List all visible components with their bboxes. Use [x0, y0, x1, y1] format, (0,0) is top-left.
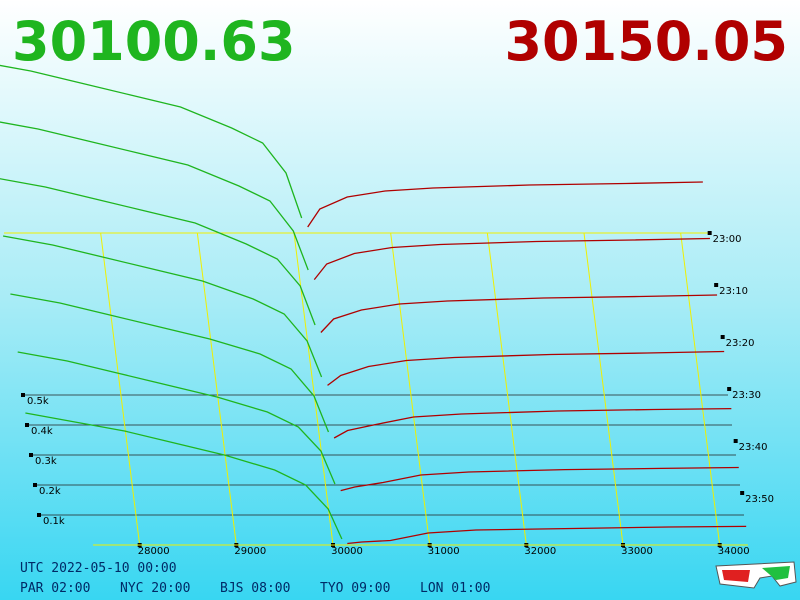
bid-price: 30100.63 [12, 10, 296, 73]
bid-depth-line [2, 235, 323, 378]
par-time: PAR 02:00 [20, 581, 90, 596]
bid-depth-line [0, 178, 316, 326]
ask-depth-line [313, 237, 710, 281]
price-tick-label: 28000 [138, 546, 170, 557]
ask-depth-line [320, 294, 718, 333]
depth-tick [25, 423, 29, 427]
depth-tick-label: 0.2k [39, 486, 61, 497]
time-tick [720, 335, 725, 339]
price-grid-line [680, 232, 721, 546]
utc-time: UTC 2022-05-10 00:00 [20, 561, 177, 576]
depth-tick-label: 0.5k [27, 396, 49, 407]
depth-tick-label: 0.3k [35, 456, 57, 467]
time-tick-label: 23:10 [719, 286, 748, 297]
ask-price: 30150.05 [504, 10, 788, 73]
time-tick-label: 23:30 [732, 390, 761, 401]
price-grid-line [293, 232, 334, 546]
depth-tick-label: 0.4k [31, 426, 53, 437]
price-tick-label: 33000 [621, 546, 653, 557]
ask-depth-line [327, 350, 725, 386]
time-tick [740, 491, 745, 495]
ask-depth-line [347, 525, 747, 545]
time-tick [707, 231, 712, 235]
ask-depth-line [333, 407, 732, 439]
price-grid-line [390, 232, 431, 546]
depth-tick-label: 0.1k [43, 516, 65, 527]
time-tick [733, 439, 738, 443]
depth-tick [29, 453, 33, 457]
lon-time: LON 01:00 [420, 581, 490, 596]
depth-tick [33, 483, 37, 487]
price-grid-line [100, 232, 141, 546]
price-grid-line [583, 232, 624, 546]
nyc-time: NYC 20:00 [120, 581, 190, 596]
price-tick-label: 31000 [428, 546, 460, 557]
3d-glasses-button[interactable] [715, 561, 797, 589]
price-tick-label: 32000 [524, 546, 556, 557]
price-tick-label: 30000 [331, 546, 363, 557]
time-tick [727, 387, 732, 391]
ask-depth-line [340, 466, 739, 492]
time-tick-label: 23:20 [726, 338, 755, 349]
depth-tick [37, 513, 41, 517]
price-grid-line [196, 232, 237, 546]
depth-tick [21, 393, 25, 397]
time-tick-label: 23:40 [739, 442, 768, 453]
time-tick-label: 23:00 [713, 234, 742, 245]
bid-depth-line [0, 64, 303, 219]
plot: 0.1k 0.2k 0.3k 0.4k 0.5k 28000 29000 30000 31000… [0, 64, 774, 557]
bjs-time: BJS 08:00 [220, 581, 290, 596]
time-tick-label: 23:50 [745, 494, 774, 505]
price-tick-label: 29000 [234, 546, 266, 557]
bid-depth-line [10, 293, 330, 433]
bid-depth-line [0, 121, 309, 271]
time-tick [714, 283, 719, 287]
bid-depth-line [25, 412, 343, 540]
price-grid-line [486, 232, 527, 546]
ask-depth-line [307, 181, 703, 228]
bid-depth-line [17, 351, 336, 485]
price-tick-label: 34000 [718, 546, 750, 557]
tyo-time: TYO 09:00 [320, 581, 390, 596]
